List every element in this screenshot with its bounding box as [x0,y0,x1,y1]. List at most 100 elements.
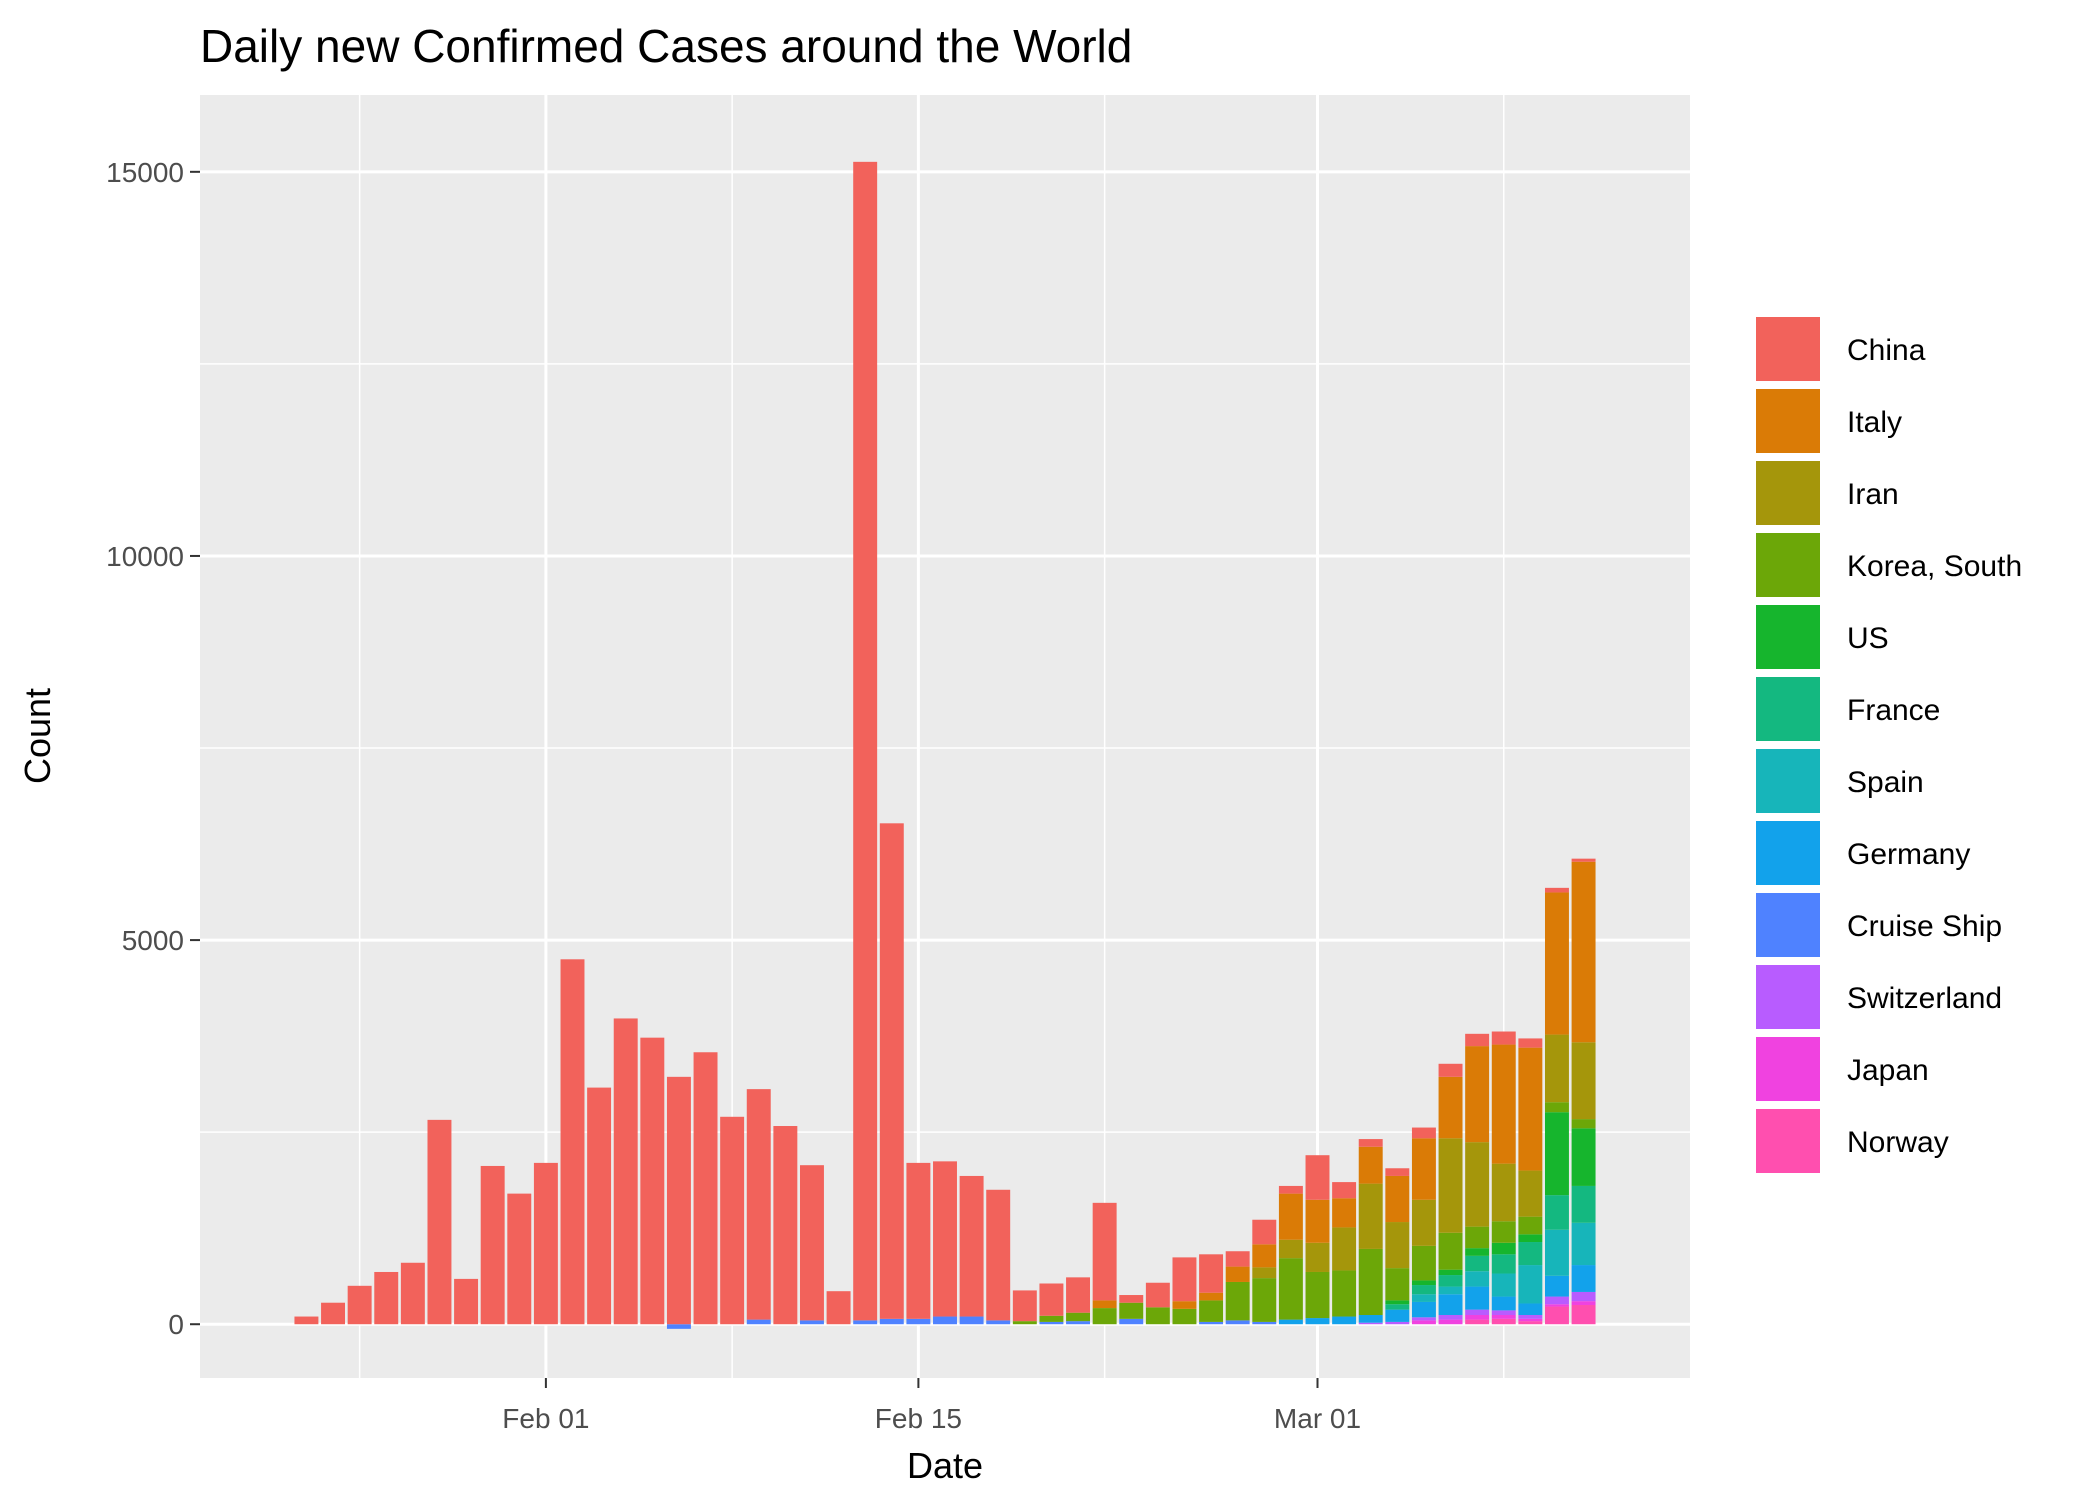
x-axis-title: Date [907,1445,983,1486]
bar-segment [640,1037,665,1325]
bar-segment [1332,1198,1357,1228]
y-tick-label: 15000 [106,157,184,188]
bar-segment [959,1175,984,1317]
bar-segment [1465,1309,1490,1316]
legend-key [1754,459,1822,527]
bar-segment [1544,887,1569,893]
bar-segment [1225,1266,1250,1282]
bar-segment [1518,1170,1543,1217]
bar-segment [374,1271,399,1325]
bar-segment [1465,1226,1490,1249]
bar-segment [933,1316,957,1325]
bar-segment [1544,1102,1569,1113]
bar-segment [1172,1301,1197,1309]
bar-segment [1438,1319,1463,1325]
bar-segment [1385,1300,1410,1305]
bar-segment [1465,1286,1490,1310]
bar-segment [1465,1319,1490,1325]
bar-segment [879,823,904,1319]
bar-segment [1491,1242,1516,1255]
bar-segment [1145,1282,1170,1308]
legend-key [1754,531,1822,599]
bar-segment [1119,1318,1144,1325]
bar-segment [1491,1031,1516,1045]
x-tick-label: Feb 01 [502,1403,589,1434]
legend-key [1754,1107,1822,1175]
bar-segment [1438,1275,1463,1287]
bar-segment [1278,1239,1303,1259]
bar-segment [1225,1251,1250,1267]
bar-segment [1225,1281,1250,1321]
bar-segment [1571,861,1596,1043]
bar-segment [1385,1309,1410,1322]
bar-segment [1518,1315,1543,1319]
y-axis: 0 5000 10000 15000 [106,157,200,1340]
bar-segment [1332,1182,1357,1199]
bar-segment [613,1018,638,1325]
bar-segment [1465,1315,1490,1320]
bar-segment [1544,1275,1569,1297]
bar-segment [1518,1038,1543,1048]
bar-segment [587,1087,612,1325]
bar-segment [1544,1306,1569,1325]
bar-segment [294,1316,319,1325]
legend-label: Spain [1847,766,1924,799]
bar-segment [1411,1285,1436,1295]
bar-segment [1491,1318,1516,1325]
bar-segment [1544,1304,1569,1307]
bar-segment [1092,1300,1117,1309]
bar-segment [400,1262,425,1325]
bar-segment [1491,1221,1516,1243]
bar-segment [1358,1315,1383,1323]
bar-segment [1119,1302,1144,1319]
bar-segment [1252,1321,1277,1325]
legend-label: US [1847,622,1889,655]
bar-segment [666,1324,691,1329]
x-axis: Feb 01 Feb 15 Mar 01 [502,1378,1361,1434]
bar-segment [1491,1163,1516,1222]
bar-segment [1438,1294,1463,1316]
legend-key [1754,819,1822,887]
bar-segment [746,1319,771,1325]
y-axis-title: Count [17,688,58,784]
bar-segment [1172,1257,1197,1302]
bar-segment [853,161,878,1321]
bar-segment [1358,1248,1383,1316]
bar-segment [1305,1199,1330,1243]
bar-segment [1305,1155,1330,1200]
bar-segment [1411,1320,1436,1325]
bar-segment [906,1162,931,1319]
bar-segment [1518,1216,1543,1235]
bar-segment [1199,1321,1224,1325]
bar-segment [1066,1312,1091,1322]
bar-segment [1518,1242,1543,1266]
legend-key [1754,603,1822,671]
bar-segment [826,1291,851,1325]
bar-segment [1411,1245,1436,1281]
bar-segment [1332,1270,1357,1317]
bar-segment [1438,1315,1463,1320]
bar-segment [1199,1292,1224,1301]
bar-segment [1385,1168,1410,1176]
bar-segment [1465,1271,1490,1287]
bar-segment [1225,1320,1250,1325]
bar-segment [1544,892,1569,1035]
bar-segment [1438,1076,1463,1139]
bar-segment [1172,1308,1197,1325]
bar-segment [1358,1183,1383,1249]
bar-segment [1252,1244,1277,1268]
bar-segment [1385,1222,1410,1269]
y-tick-label: 0 [168,1309,184,1340]
bar-segment [1199,1254,1224,1293]
legend-label: Korea, South [1847,550,2022,583]
bar-segment [1438,1269,1463,1276]
legend-label: Germany [1847,838,1970,871]
bar-segment [1411,1138,1436,1200]
legend-key [1754,315,1822,383]
bar-segment [1544,1296,1569,1305]
bar-segment [1385,1304,1410,1310]
bar-segment [1332,1316,1357,1325]
bar-segment [1518,1047,1543,1171]
bar-segment [1571,1291,1596,1302]
